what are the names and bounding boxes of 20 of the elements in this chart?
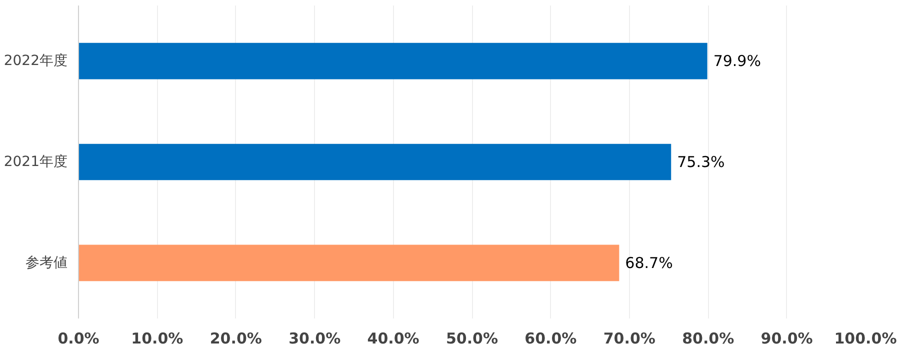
bar bbox=[78, 42, 708, 80]
y-tick-label: 2022年度 bbox=[4, 53, 68, 70]
data-label: 68.7% bbox=[625, 254, 673, 272]
bar bbox=[78, 244, 620, 282]
x-tick-label: 20.0% bbox=[210, 330, 262, 348]
x-tick-label: 30.0% bbox=[288, 330, 341, 348]
x-tick-label: 80.0% bbox=[682, 330, 734, 348]
y-tick-label: 2021年度 bbox=[4, 154, 68, 170]
x-tick-label: 0.0% bbox=[58, 330, 100, 348]
data-label: 79.9% bbox=[713, 52, 761, 70]
x-tick-label: 40.0% bbox=[367, 330, 420, 348]
x-tick-label: 10.0% bbox=[131, 330, 184, 348]
x-tick-label: 60.0% bbox=[524, 330, 577, 348]
bar bbox=[78, 144, 672, 180]
data-label: 75.3% bbox=[677, 153, 725, 171]
x-tick-label: 100.0% bbox=[834, 330, 897, 348]
x-tick-label: 70.0% bbox=[603, 330, 656, 348]
y-tick-label: 参考値 bbox=[26, 254, 68, 271]
x-tick-label: 50.0% bbox=[446, 330, 498, 348]
x-tick-label: 90.0% bbox=[760, 330, 813, 348]
